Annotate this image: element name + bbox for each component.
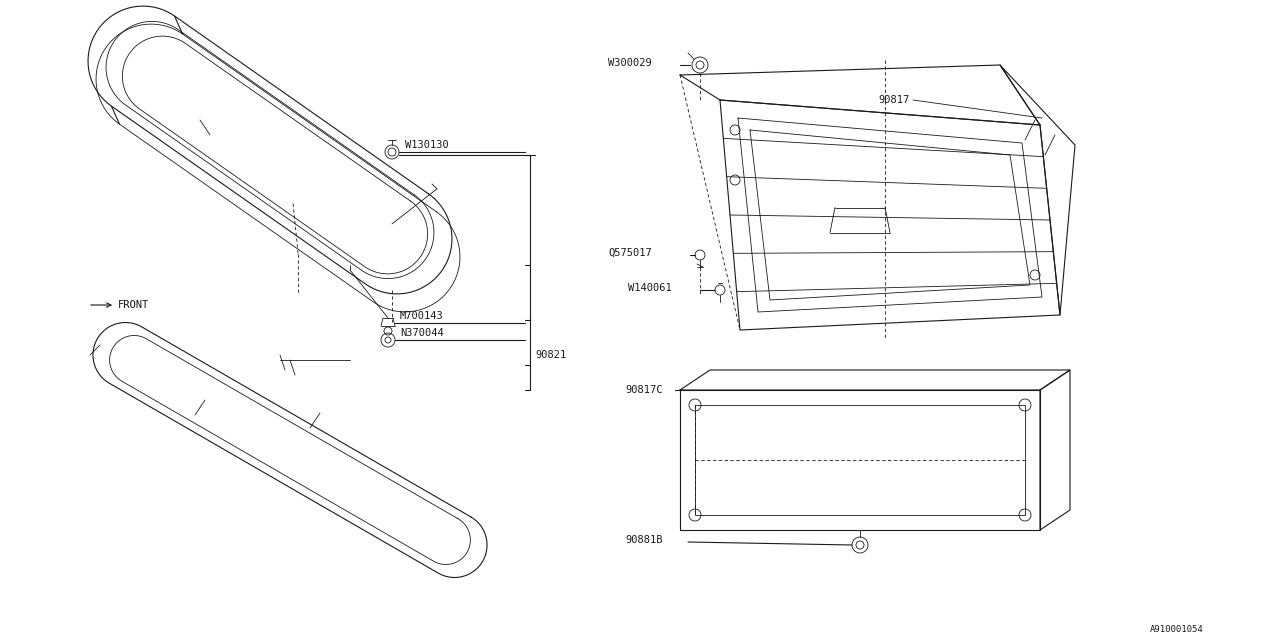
Text: 90817C: 90817C (625, 385, 663, 395)
Text: W140061: W140061 (628, 283, 672, 293)
Text: 90817: 90817 (878, 95, 909, 105)
Text: N370044: N370044 (401, 328, 444, 338)
Text: 90881B: 90881B (625, 535, 663, 545)
Text: W300029: W300029 (608, 58, 652, 68)
Text: FRONT: FRONT (118, 300, 150, 310)
Text: A910001054: A910001054 (1149, 625, 1203, 634)
Text: 90821: 90821 (535, 350, 566, 360)
Text: W130130: W130130 (404, 140, 449, 150)
Text: M700143: M700143 (401, 311, 444, 321)
Text: Q575017: Q575017 (608, 248, 652, 258)
